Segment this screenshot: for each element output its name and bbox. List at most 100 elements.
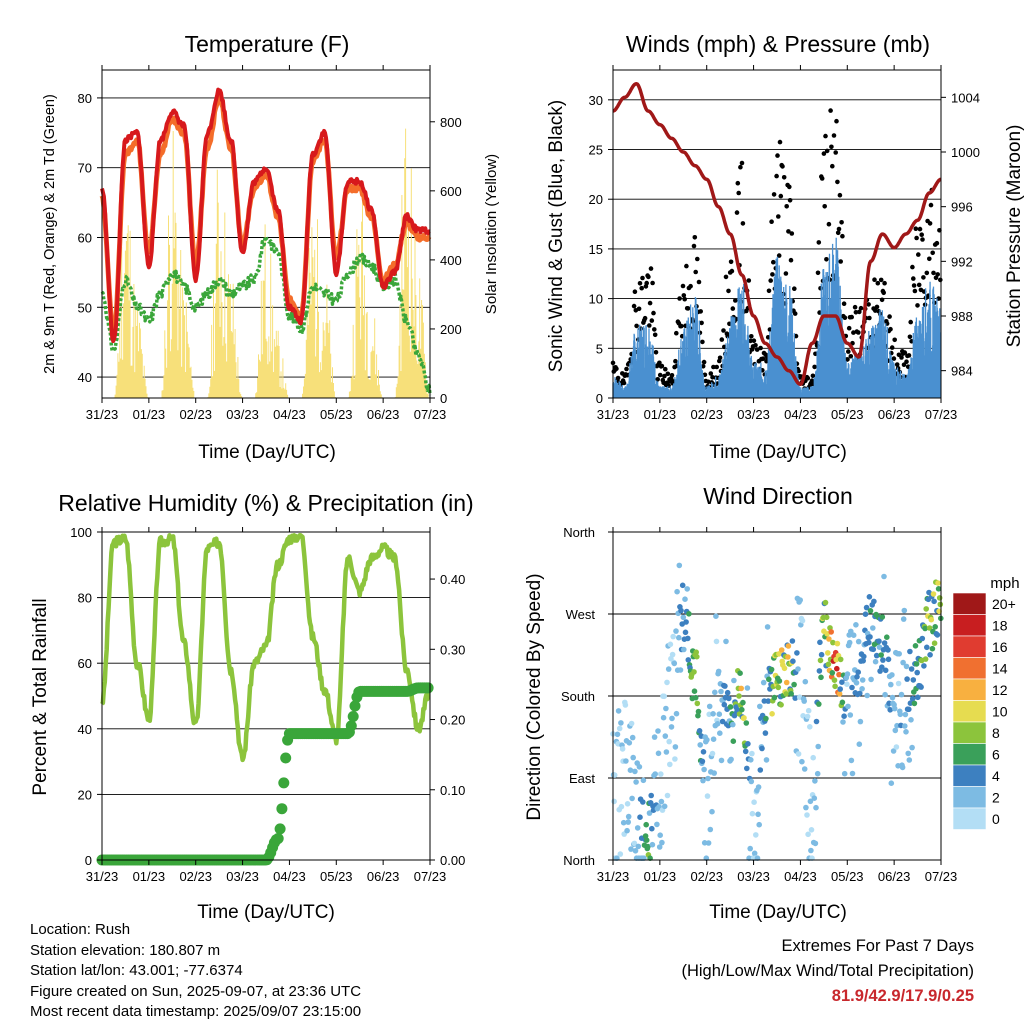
direction-point <box>903 663 910 670</box>
gust-point <box>649 318 655 323</box>
gust-point <box>725 333 730 339</box>
legend-label: 16 <box>992 639 1008 655</box>
y-tick-label: West <box>566 607 596 622</box>
direction-point <box>934 632 941 638</box>
direction-point <box>813 718 820 725</box>
direction-point <box>866 639 872 646</box>
direction-point <box>748 757 754 763</box>
x-tick-label: 04/23 <box>273 407 306 422</box>
gust-point <box>776 214 781 219</box>
direction-point <box>685 657 692 663</box>
gust-point <box>631 303 637 309</box>
y-tick-label: 60 <box>78 656 92 671</box>
gust-point <box>846 349 851 354</box>
direction-point <box>742 748 749 755</box>
direction-point <box>931 598 937 605</box>
speed-color-legend: mph 20+ 18 16 14 12 10 8 6 4 2 0 <box>952 575 1020 830</box>
direction-point <box>755 784 762 790</box>
x-tick-label: 06/23 <box>878 869 911 884</box>
gust-point <box>784 204 789 209</box>
direction-point <box>658 798 665 805</box>
direction-point <box>853 622 859 628</box>
direction-title: Wind Direction <box>703 483 853 509</box>
direction-point <box>744 685 751 691</box>
direction-point <box>691 669 697 675</box>
direction-point <box>879 664 885 670</box>
x-tick-label: 01/23 <box>644 407 677 422</box>
gust-point <box>815 270 821 276</box>
direction-point <box>887 707 893 713</box>
temp-9m-line <box>99 93 432 340</box>
direction-point <box>623 758 629 764</box>
station-info: Location: Rush Station elevation: 180.80… <box>30 920 361 1023</box>
gust-point <box>657 372 663 378</box>
direction-point <box>662 733 669 739</box>
direction-point <box>918 684 924 690</box>
direction-point <box>696 728 703 734</box>
direction-point <box>624 827 630 834</box>
direction-point <box>898 691 905 698</box>
legend-swatch <box>952 678 987 701</box>
gust-point <box>907 334 913 340</box>
direction-point <box>885 656 892 663</box>
gust-point <box>753 343 758 348</box>
direction-point <box>927 652 933 658</box>
direction-point <box>660 714 667 721</box>
gust-point <box>723 274 729 280</box>
direction-point <box>913 661 920 667</box>
x-tick-label: 07/23 <box>414 869 447 884</box>
direction-point <box>866 594 873 600</box>
gust-point <box>770 272 775 277</box>
y-tick-label: 25 <box>589 143 603 158</box>
precip-point <box>349 700 361 712</box>
direction-point <box>661 803 668 810</box>
y-tick-label: North <box>563 853 595 868</box>
direction-point <box>837 686 843 692</box>
gust-point <box>682 296 687 302</box>
direction-point <box>625 813 632 820</box>
direction-point <box>694 700 701 707</box>
gust-point <box>729 268 735 274</box>
direction-point <box>904 676 910 682</box>
direction-point <box>776 651 782 657</box>
gust-point <box>927 221 933 226</box>
precipitation-series <box>96 682 434 866</box>
x-tick-label: 03/23 <box>737 407 770 422</box>
direction-x-axis: 31/23 01/23 02/23 03/23 04/23 05/23 06/23 07/23 <box>597 527 957 884</box>
gust-point <box>891 356 897 361</box>
gust-point <box>829 144 834 150</box>
gust-point <box>634 323 639 329</box>
direction-point <box>717 730 723 736</box>
x-tick-label: 01/23 <box>133 869 166 884</box>
direction-point <box>801 698 807 704</box>
direction-point <box>791 681 797 688</box>
humidity-ylabel: Percent & Total Rainfall <box>30 598 51 795</box>
direction-point <box>615 708 622 714</box>
direction-point <box>889 672 895 678</box>
direction-point <box>664 679 670 686</box>
direction-point <box>666 738 672 745</box>
y-tick-label: 40 <box>78 722 92 737</box>
direction-point <box>804 713 811 720</box>
direction-point <box>681 646 687 653</box>
direction-point <box>616 725 623 732</box>
direction-point <box>626 740 633 746</box>
x-tick-label: 03/23 <box>737 869 770 884</box>
direction-point <box>704 737 710 743</box>
direction-point <box>714 721 721 727</box>
direction-point <box>900 616 907 622</box>
y2-tick-label: 988 <box>951 309 973 324</box>
y2-tick-label: 200 <box>440 322 462 337</box>
precip-point <box>276 803 288 815</box>
gust-point <box>906 353 912 358</box>
extremes-heading: Extremes For Past 7 Days <box>781 937 974 955</box>
gust-point <box>647 323 652 328</box>
direction-point <box>611 798 617 805</box>
direction-point <box>854 674 860 680</box>
legend-label: 12 <box>992 682 1008 698</box>
direction-point <box>628 846 634 852</box>
direction-point <box>686 611 692 617</box>
direction-point <box>862 611 869 617</box>
gust-point <box>786 229 791 234</box>
